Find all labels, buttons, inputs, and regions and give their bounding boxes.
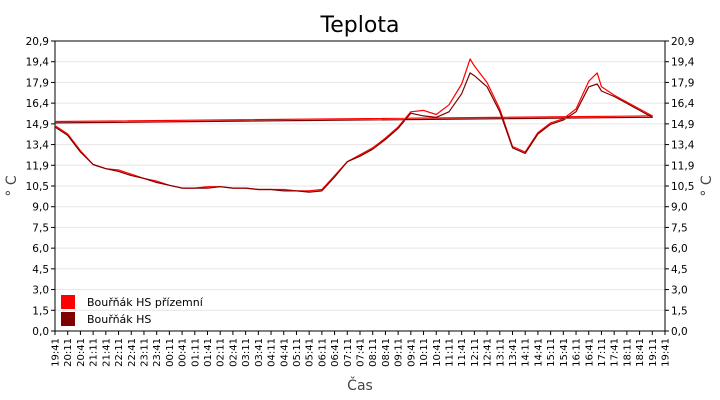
series-line-2 [54,72,653,193]
y-tick-label: 3,0 [671,285,688,297]
x-tick-label: 04:41 [279,338,290,367]
y-tick-label: 16,4 [26,98,50,110]
x-tick-label: 18:41 [635,338,646,367]
y-tick-label: 4,5 [671,264,688,276]
y-tick-label: 11,9 [26,160,49,172]
x-axis: 19:41 20:11 20:41 21:11 21:41 22:11 22:41 23:11… [51,331,672,367]
y-tick-label: 1,5 [671,305,688,317]
x-tick-label: 19:41 [51,338,62,367]
x-tick-label: 20:41 [76,338,87,367]
y-tick-label: 1,5 [32,305,49,317]
y-tick-label: 19,4 [671,57,695,69]
x-tick-label: 00:11 [165,338,176,367]
x-tick-label: 22:11 [114,338,125,367]
y-tick-label: 7,5 [671,222,688,234]
x-tick-label: 05:41 [305,338,316,367]
y-axis-right: 0,0 1,5 3,0 4,5 6,0 7,5 9,0 10,5 11,9 13,4 14,9 16,… [665,36,695,338]
x-tick-label: 07:41 [356,338,367,367]
y-tick-label: 9,0 [32,202,49,214]
y-tick-label: 16,4 [671,98,695,110]
x-tick-label: 03:11 [241,338,252,367]
x-tick-label: 12:41 [483,338,494,367]
legend-swatch-series-2 [61,312,75,326]
x-tick-label: 16:41 [584,338,595,367]
x-tick-label: 15:41 [559,338,570,367]
x-tick-label: 07:11 [343,338,354,367]
x-tick-label: 12:11 [470,338,481,367]
x-tick-label: 06:41 [330,338,341,367]
y-tick-label: 6,0 [32,243,49,255]
x-tick-label: 19:41 [661,338,672,367]
y-tick-label: 9,0 [671,202,688,214]
series-lines [54,58,653,193]
y-tick-label: 13,4 [26,140,50,152]
y-tick-label: 0,0 [32,326,49,338]
y-tick-label: 17,9 [671,77,694,89]
x-tick-label: 20:11 [63,338,74,367]
y-tick-label: 11,9 [671,160,694,172]
x-tick-label: 09:41 [406,338,417,367]
x-tick-label: 13:41 [508,338,519,367]
y-tick-label: 17,9 [26,77,49,89]
x-tick-label: 09:11 [394,338,405,367]
y-tick-label: 10,5 [26,181,49,193]
x-tick-label: 02:11 [216,338,227,367]
x-tick-label: 21:11 [89,338,100,367]
x-tick-label: 05:11 [292,338,303,367]
x-tick-label: 04:11 [267,338,278,367]
legend-label-series-2: Bouřňák HS [87,313,151,326]
x-tick-label: 14:41 [533,338,544,367]
y-tick-label: 20,9 [26,36,49,48]
legend-swatch-series-1 [61,295,75,309]
x-tick-label: 23:41 [152,338,163,367]
y-axis-left: 0,0 1,5 3,0 4,5 6,0 7,5 9,0 10,5 11,9 13,4 14,9 16,… [26,36,55,338]
x-axis-title: Čas [347,376,373,394]
y-tick-label: 7,5 [32,222,49,234]
x-tick-label: 08:11 [368,338,379,367]
y-tick-label: 3,0 [32,285,49,297]
x-tick-label: 02:41 [228,338,239,367]
x-tick-label: 17:41 [610,338,621,367]
x-tick-label: 11:41 [457,338,468,367]
legend: Bouřňák HS přízemní Bouřňák HS [61,295,204,326]
x-tick-label: 17:11 [597,338,608,367]
x-tick-label: 00:41 [178,338,189,367]
y-tick-label: 19,4 [26,57,50,69]
series-line-1 [54,58,653,192]
y-tick-label: 6,0 [671,243,688,255]
x-tick-label: 10:41 [432,338,443,367]
y-tick-label: 4,5 [32,264,49,276]
y-tick-label: 0,0 [671,326,688,338]
x-tick-label: 14:11 [521,338,532,367]
y-tick-label: 10,5 [671,181,694,193]
x-tick-label: 06:11 [317,338,328,367]
y-tick-label: 13,4 [671,140,695,152]
x-tick-label: 22:41 [127,338,138,367]
x-tick-label: 16:11 [572,338,583,367]
x-tick-label: 08:41 [381,338,392,367]
y-axis-title-left: ° C [4,175,20,196]
y-tick-label: 14,9 [671,119,694,131]
x-tick-label: 10:11 [419,338,430,367]
x-tick-label: 19:11 [648,338,659,367]
x-tick-label: 23:11 [139,338,150,367]
x-tick-label: 01:11 [190,338,201,367]
legend-label-series-1: Bouřňák HS přízemní [87,296,204,309]
grid-lines [55,40,665,332]
chart-title: Teplota [320,13,400,38]
x-tick-label: 01:41 [203,338,214,367]
x-tick-label: 15:11 [546,338,557,367]
y-tick-label: 14,9 [26,119,49,131]
x-tick-label: 03:41 [254,338,265,367]
x-tick-label: 11:11 [444,338,455,367]
x-tick-label: 21:41 [101,338,112,367]
x-tick-label: 13:11 [495,338,506,367]
y-tick-label: 20,9 [671,36,694,48]
x-tick-label: 18:11 [622,338,633,367]
y-axis-title-right: ° C [699,175,715,196]
